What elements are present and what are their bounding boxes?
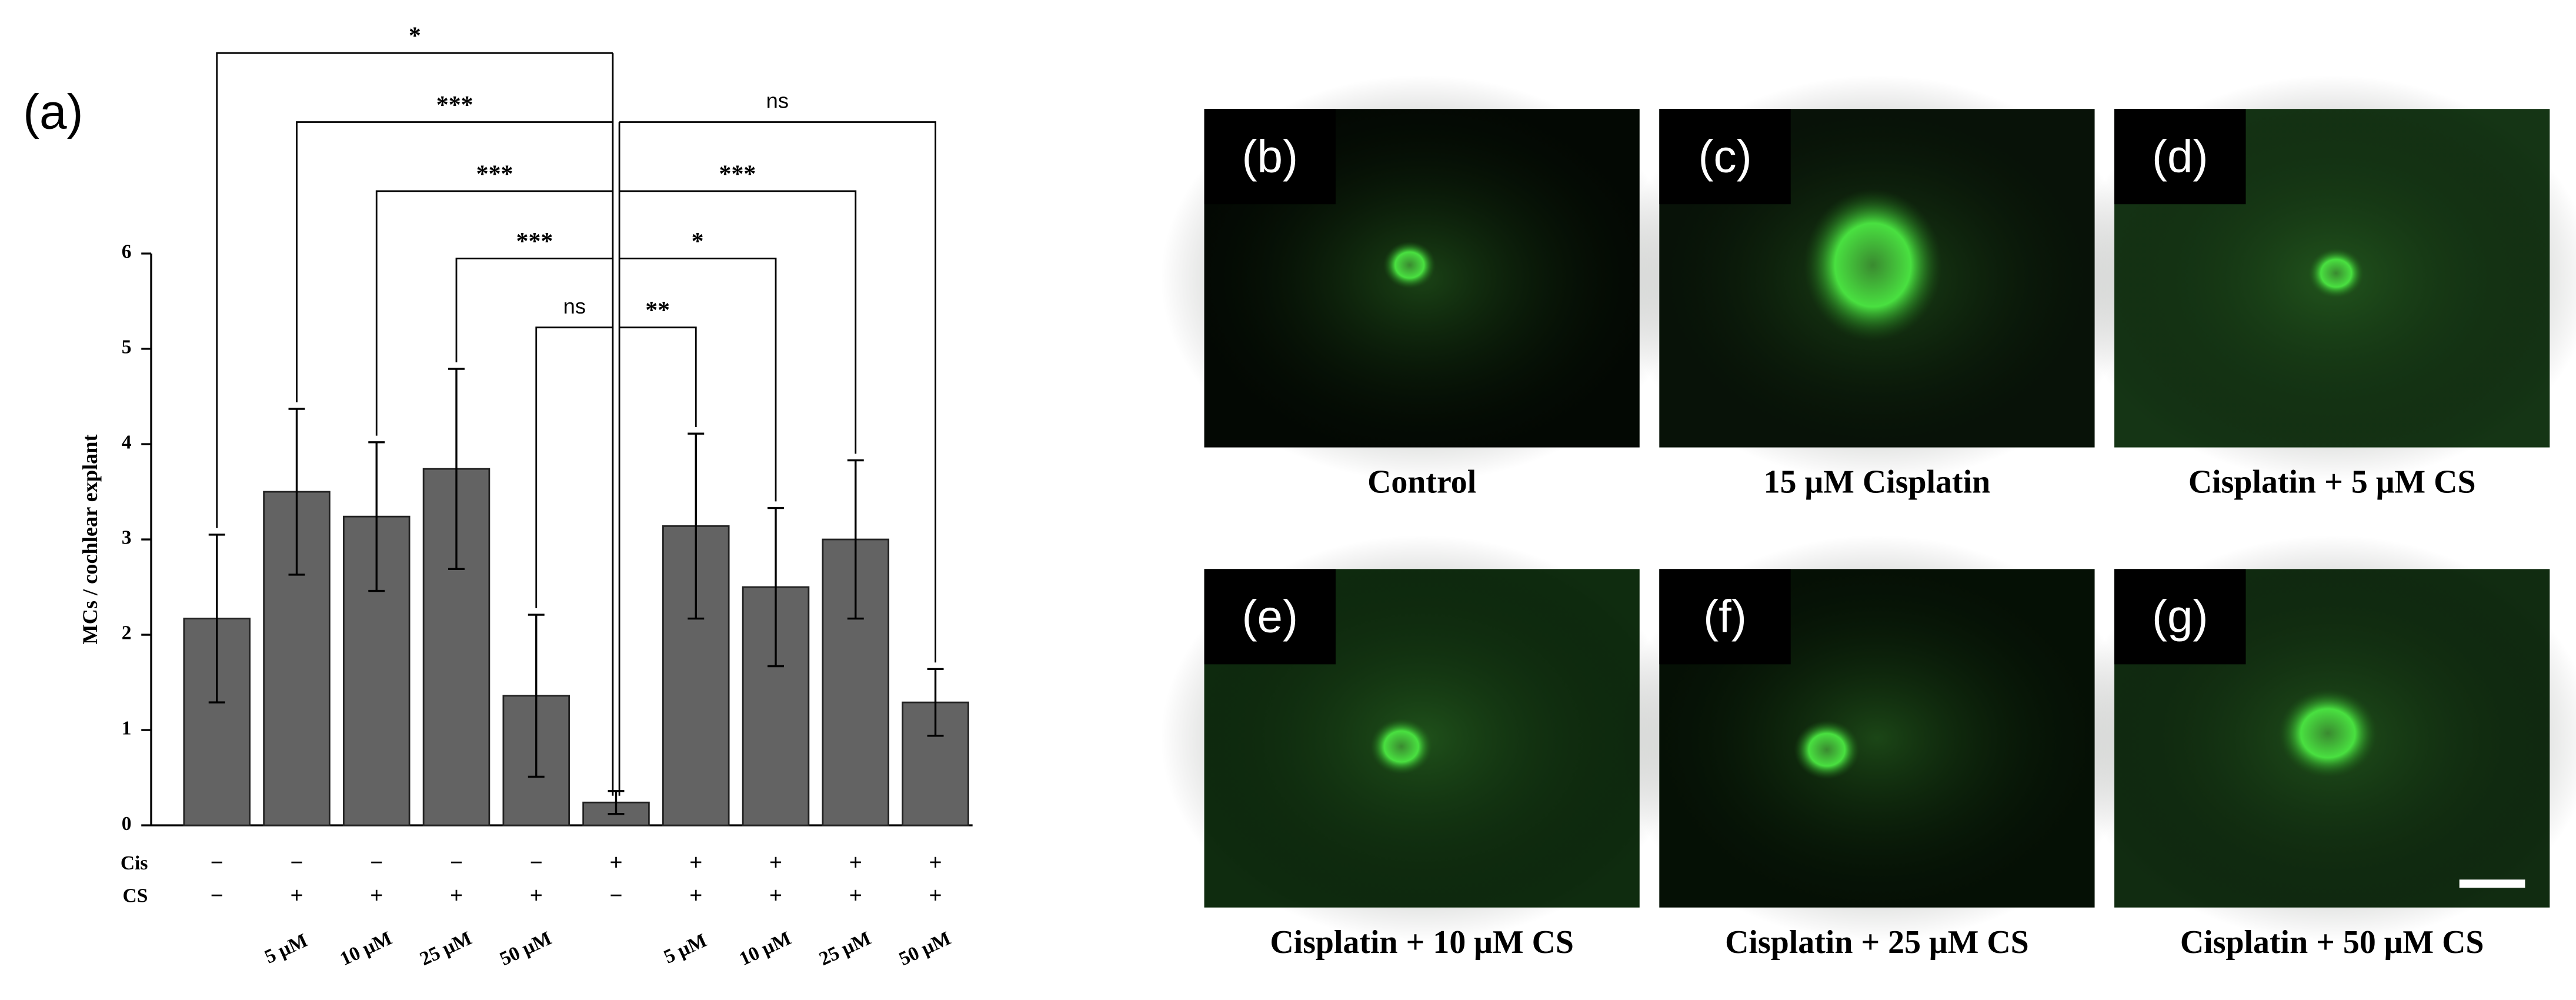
significance-label: ** (645, 297, 670, 324)
significance-bracket (619, 326, 697, 428)
error-bar (288, 408, 305, 576)
treatment-mark: + (929, 883, 942, 908)
error-bar (768, 506, 784, 668)
panel-label-box (1204, 109, 1336, 205)
caption: 15 μM Cisplatin (1764, 464, 1990, 501)
significance-bracket (619, 257, 777, 502)
panel-label-box (1204, 569, 1336, 665)
significance-bracket (619, 121, 936, 663)
caption: Cisplatin + 25 μM CS (1725, 924, 2029, 961)
x-tick-label: 10 μM (736, 928, 794, 971)
significance-bracket (535, 326, 613, 608)
treatment-mark: − (530, 850, 543, 875)
treatment-mark: − (290, 850, 303, 875)
significance-label: *** (516, 228, 553, 255)
treatment-mark: − (211, 850, 223, 875)
x-tick-label: 25 μM (816, 928, 874, 971)
cell (1794, 720, 1860, 779)
treatment-mark: + (450, 883, 463, 908)
significance-label: *** (719, 161, 756, 188)
panel-label: (d) (2152, 130, 2208, 182)
significance-label: * (409, 23, 421, 50)
panel-label-box (2114, 109, 2246, 205)
significance-bracket (619, 190, 857, 454)
treatment-mark: − (450, 850, 463, 875)
x-tick-label: 5 μM (261, 929, 311, 968)
significance-bracket (216, 52, 613, 528)
treatment-mark: + (689, 850, 702, 875)
error-bar (688, 432, 705, 620)
error-bar (847, 459, 864, 620)
y-tick-label: 4 (122, 432, 132, 454)
panel-label: (e) (1242, 591, 1298, 642)
scale-bar (2459, 879, 2525, 888)
x-tick-label: 50 μM (896, 928, 954, 971)
treatment-mark: + (769, 883, 782, 908)
panel-label: (a) (23, 84, 83, 139)
panel-label: (f) (1703, 591, 1747, 642)
treatment-mark: + (929, 850, 942, 875)
x-tick-label: 25 μM (416, 928, 475, 971)
y-tick-label: 3 (122, 527, 132, 549)
y-tick-label: 2 (122, 622, 132, 644)
treatment-mark: + (609, 850, 622, 875)
panel-label-box (1659, 109, 1791, 205)
treatment-mark: + (849, 850, 862, 875)
panel-label: (c) (1698, 130, 1751, 182)
treatment-mark: + (290, 883, 303, 908)
x-tick-label: 50 μM (496, 928, 555, 971)
cell (2278, 689, 2378, 778)
row-label: Cis (121, 852, 148, 874)
treatment-mark: − (370, 850, 383, 875)
error-bar (608, 790, 625, 815)
significance-bracket (375, 190, 613, 436)
treatment-mark: − (609, 883, 622, 908)
cell (1383, 241, 1436, 289)
significance-label: ns (766, 89, 789, 113)
y-axis-label: MCs / cochlear explant (78, 434, 102, 644)
error-bar (528, 614, 545, 778)
treatment-mark: + (689, 883, 702, 908)
caption: Cisplatin + 5 μM CS (2188, 464, 2476, 501)
error-bar (448, 368, 465, 570)
panel-label-box (1659, 569, 1791, 665)
cell (1804, 189, 1942, 341)
x-tick-label: 10 μM (337, 928, 395, 971)
y-tick-label: 5 (122, 336, 132, 358)
panel-label: (b) (1242, 130, 1298, 182)
significance-bracket (455, 257, 613, 362)
y-tick-label: 1 (122, 718, 132, 739)
significance-label: * (692, 228, 704, 255)
row-label: CS (123, 885, 148, 907)
significance-label: *** (436, 92, 473, 119)
panel-label: (g) (2152, 591, 2208, 642)
panel-label-box (2114, 569, 2246, 665)
caption: Cisplatin + 50 μM CS (2180, 924, 2484, 961)
treatment-mark: + (769, 850, 782, 875)
treatment-mark: + (370, 883, 383, 908)
cell (2308, 248, 2364, 299)
y-tick-label: 0 (122, 813, 132, 835)
significance-bracket (296, 121, 613, 402)
caption: Cisplatin + 10 μM CS (1270, 924, 1574, 961)
cell (1370, 718, 1433, 775)
treatment-mark: + (849, 883, 862, 908)
error-bar (368, 441, 385, 592)
y-tick-label: 6 (122, 241, 132, 263)
treatment-mark: − (211, 883, 223, 908)
error-bar (927, 668, 944, 737)
error-bar (208, 534, 225, 704)
caption: Control (1367, 464, 1476, 501)
x-tick-label: 5 μM (660, 929, 710, 968)
treatment-mark: + (530, 883, 543, 908)
significance-label: *** (476, 161, 513, 188)
significance-label: ns (563, 294, 586, 318)
